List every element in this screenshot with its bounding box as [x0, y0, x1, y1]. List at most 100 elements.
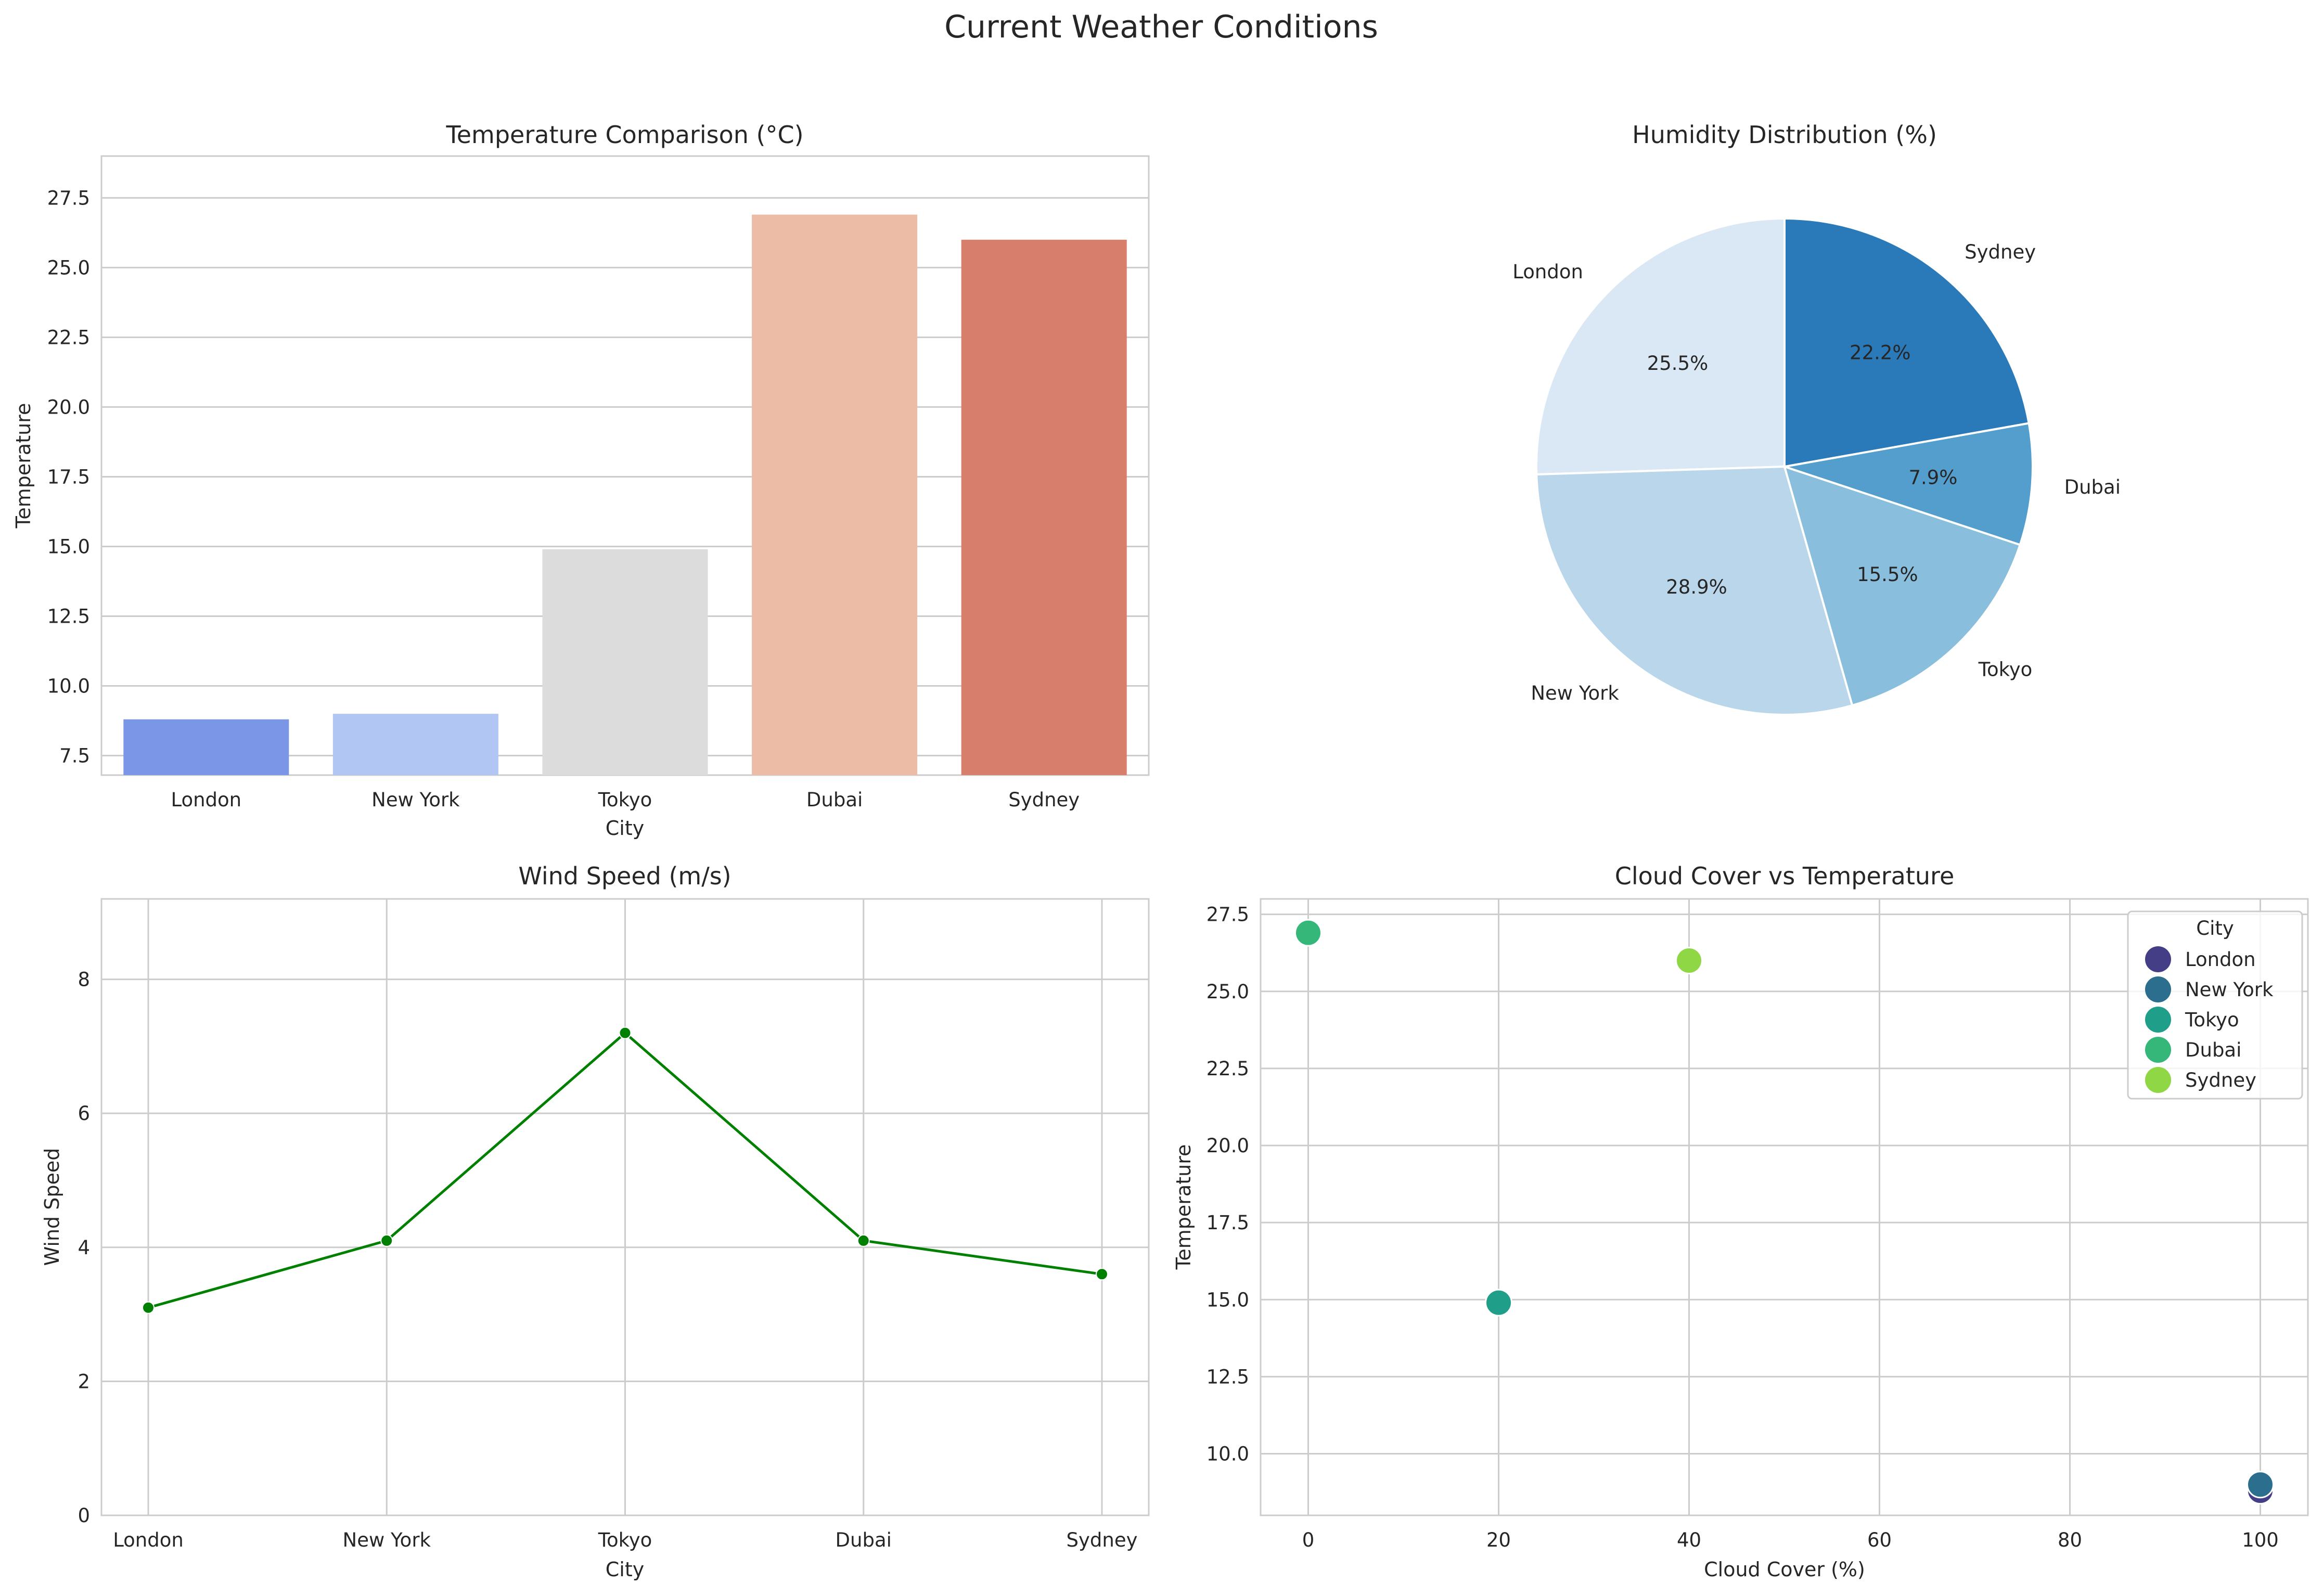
x-tick-labels: London New York Tokyo Dubai Sydney	[171, 789, 1080, 811]
y-tick-label: 25.0	[1207, 981, 1249, 1003]
x-axis-label: City	[606, 817, 644, 840]
y-tick-label: 10.0	[47, 675, 90, 697]
y-tick-label: 17.5	[1207, 1212, 1249, 1234]
scatter-points	[1294, 919, 2274, 1505]
line-point	[142, 1301, 155, 1314]
y-tick-label: 12.5	[47, 605, 90, 627]
slice-label: Dubai	[2064, 476, 2121, 498]
legend-label: New York	[2185, 979, 2274, 1001]
y-tick-label: 7.5	[59, 744, 90, 767]
legend: City London New York Tokyo Dubai Sydney	[2127, 910, 2303, 1100]
y-axis-label: Temperature	[1172, 1144, 1195, 1270]
x-tick-label: Sydney	[1067, 1529, 1138, 1551]
slice-percent-label: 7.9%	[1908, 467, 1957, 489]
line-point	[1096, 1268, 1108, 1281]
y-tick-label: 20.0	[1207, 1135, 1249, 1157]
x-tick-label: 40	[1677, 1529, 1701, 1551]
y-tick-label: 6	[78, 1102, 90, 1125]
bar	[542, 549, 708, 775]
temperature-bar-chart: 7.5 10.0 12.5 15.0 17.5 20.0 22.5 25.0 27.5 Lond…	[12, 121, 1150, 840]
pie-labels: London 25.5% New York 28.9% Tokyo 15.5% Dubai 7…	[1512, 241, 2121, 704]
y-tick-labels: 10.0 12.5 15.0 17.5 20.0 22.5 25.0 27.5	[1207, 904, 1249, 1465]
legend-label: London	[2185, 948, 2256, 971]
y-tick-label: 8	[78, 969, 90, 991]
legend-marker	[2145, 946, 2171, 972]
slice-percent-label: 25.5%	[1647, 352, 1709, 375]
wind-line-chart: 0 2 4 6 8 London New York Tokyo Dubai Sydney Win…	[41, 862, 1150, 1581]
legend-title: City	[2196, 917, 2234, 939]
x-tick-label: Dubai	[836, 1529, 892, 1551]
y-tick-label: 2	[78, 1370, 90, 1393]
y-tick-label: 27.5	[1207, 904, 1249, 926]
x-tick-labels: London New York Tokyo Dubai Sydney	[113, 1529, 1137, 1551]
legend-marker	[2145, 1037, 2171, 1063]
x-tick-label: 100	[2242, 1529, 2279, 1551]
slice-percent-label: 28.9%	[1666, 576, 1727, 598]
x-axis-label: Cloud Cover (%)	[1704, 1558, 1865, 1581]
legend-marker	[2145, 1067, 2171, 1093]
pie-slices	[1535, 217, 2034, 716]
chart-title: Temperature Comparison (°C)	[445, 121, 803, 149]
y-tick-labels: 7.5 10.0 12.5 15.0 17.5 20.0 22.5 25.0 27.5	[47, 187, 90, 767]
line-point	[380, 1234, 393, 1247]
y-axis-label: Temperature	[12, 403, 35, 529]
legend-box	[2127, 910, 2303, 1100]
bars	[123, 214, 1127, 776]
legend-label: Sydney	[2185, 1069, 2256, 1091]
y-tick-label: 27.5	[47, 187, 90, 209]
line-point	[857, 1234, 870, 1247]
y-tick-label: 22.5	[1207, 1058, 1249, 1080]
pie-slice	[1784, 422, 2034, 546]
y-tick-label: 4	[78, 1237, 90, 1259]
chart-title: Cloud Cover vs Temperature	[1615, 862, 1955, 890]
pie-slice	[1535, 217, 1786, 476]
legend-label: Dubai	[2185, 1039, 2241, 1061]
y-tick-label: 15.0	[1207, 1289, 1249, 1311]
humidity-pie-chart: London 25.5% New York 28.9% Tokyo 15.5% Dubai 7…	[1512, 121, 2121, 716]
y-tick-label: 20.0	[47, 396, 90, 418]
x-tick-label: London	[113, 1529, 184, 1551]
x-tick-label: 60	[1867, 1529, 1892, 1551]
y-tick-label: 12.5	[1207, 1366, 1249, 1388]
x-axis-label: City	[606, 1558, 644, 1581]
scatter-point	[1675, 947, 1703, 974]
line-series	[142, 1026, 1108, 1314]
x-tick-label: 20	[1486, 1529, 1511, 1551]
legend-label: Tokyo	[2185, 1009, 2239, 1031]
slice-label: New York	[1531, 682, 1619, 704]
chart-title: Wind Speed (m/s)	[518, 862, 731, 890]
chart-title: Humidity Distribution (%)	[1632, 121, 1937, 149]
y-tick-label: 10.0	[1207, 1443, 1249, 1465]
y-tick-label: 25.0	[47, 256, 90, 279]
slice-label: Sydney	[1965, 241, 2036, 263]
x-tick-label: 0	[1302, 1529, 1315, 1551]
y-axis-label: Wind Speed	[41, 1148, 63, 1266]
y-tick-label: 15.0	[47, 535, 90, 558]
x-tick-label: Dubai	[806, 789, 863, 811]
slice-label: Tokyo	[1978, 658, 2033, 680]
scatter-point	[2247, 1471, 2274, 1499]
y-tick-label: 22.5	[47, 326, 90, 349]
scatter-point	[1485, 1289, 1512, 1317]
bar	[752, 214, 918, 775]
slice-label: London	[1512, 261, 1583, 283]
slice-percent-label: 15.5%	[1857, 563, 1918, 586]
x-tick-label: New York	[343, 1529, 431, 1551]
y-tick-label: 0	[78, 1504, 90, 1527]
bar	[332, 714, 498, 775]
x-tick-label: 80	[2058, 1529, 2082, 1551]
scatter-point	[1294, 919, 1322, 947]
x-tick-label: Tokyo	[598, 789, 652, 811]
figure-title: Current Weather Conditions	[944, 9, 1378, 45]
pie-slice	[1783, 217, 2030, 468]
x-tick-label: London	[171, 789, 241, 811]
y-tick-labels: 0 2 4 6 8	[78, 969, 90, 1527]
pie-slice	[1535, 465, 1854, 716]
x-tick-labels: 0 20 40 60 80 100	[1302, 1529, 2279, 1551]
legend-marker	[2145, 976, 2171, 1002]
bar	[961, 239, 1127, 776]
bar	[123, 719, 289, 775]
x-tick-label: New York	[371, 789, 460, 811]
y-tick-label: 17.5	[47, 466, 90, 488]
legend-marker	[2145, 1007, 2171, 1033]
